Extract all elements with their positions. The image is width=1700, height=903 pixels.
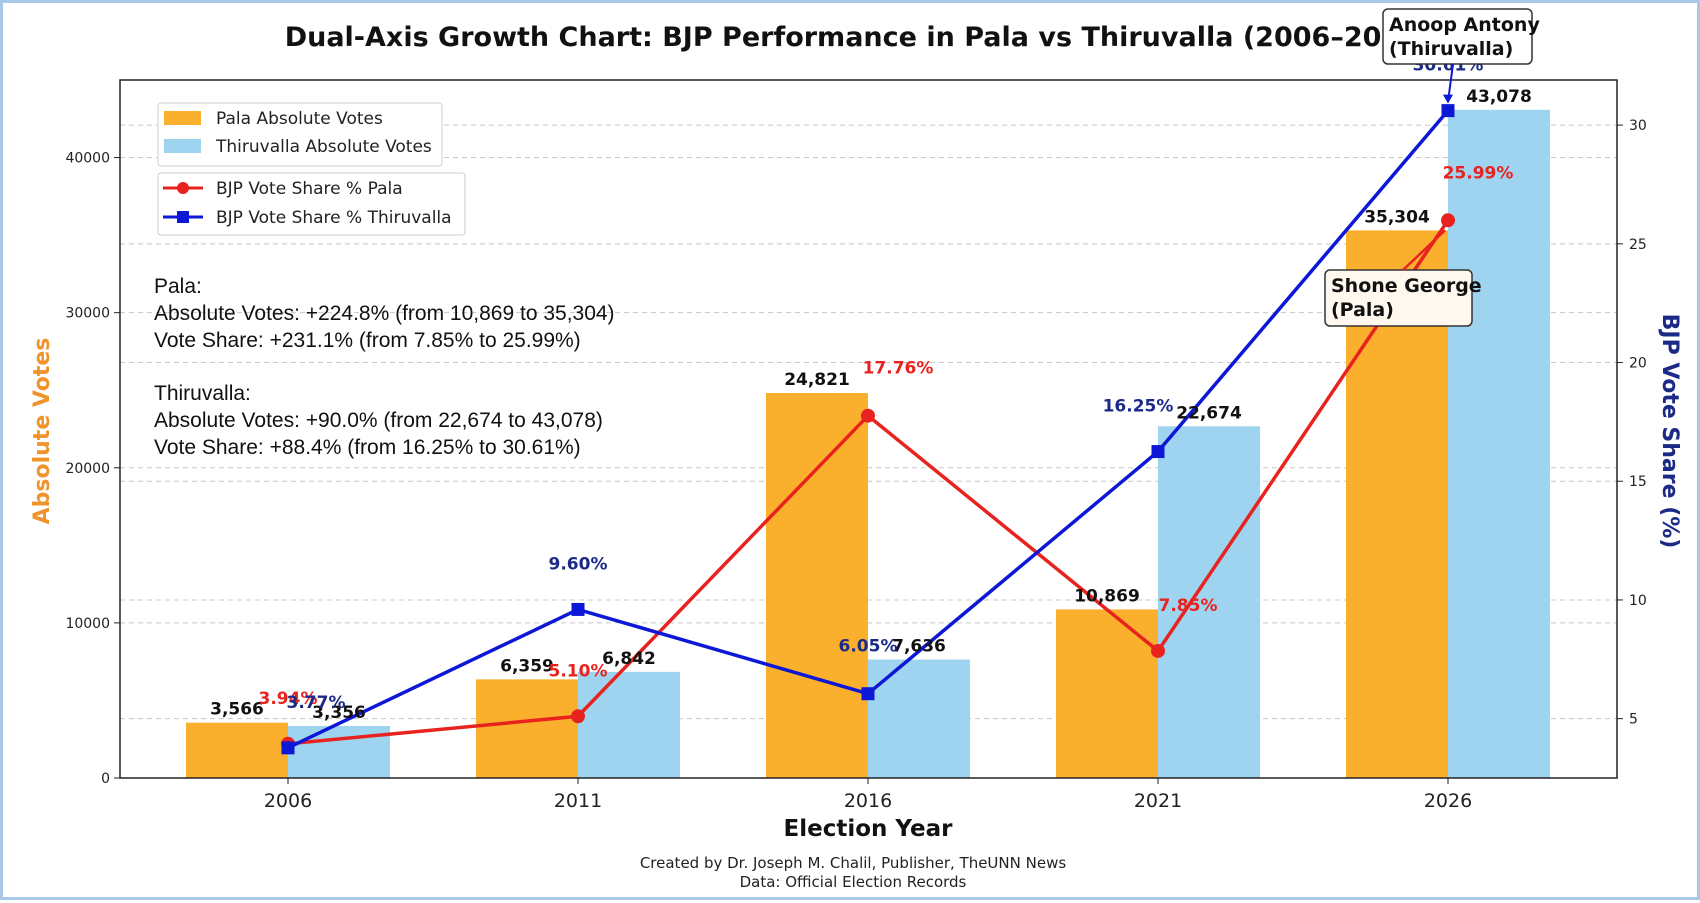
marker-thiruvalla-share-2016 (861, 687, 875, 701)
pct-label-thiruvalla-2011: 9.60% (549, 554, 608, 574)
summary-thiruvalla-heading: Thiruvalla: (154, 382, 251, 405)
legend-label-pala-share: BJP Vote Share % Pala (216, 179, 403, 199)
y-tick-right-label-1: 10 (1629, 593, 1647, 609)
chart-canvas: Dual-Axis Growth Chart: BJP Performance … (30, 8, 1682, 891)
legend-label-thiruvalla-votes: Thiruvalla Absolute Votes (215, 137, 432, 157)
summary-pala-heading: Pala: (154, 275, 202, 298)
y-tick-left-label-1: 10000 (65, 616, 110, 632)
marker-thiruvalla-share-2011 (571, 602, 585, 616)
marker-pala-share-2021 (1151, 643, 1165, 658)
y-tick-right-label-2: 15 (1629, 474, 1647, 490)
chart-title: Dual-Axis Growth Chart: BJP Performance … (285, 22, 1432, 53)
annotation-thiruvalla: Anoop Antony (Thiruvalla) (1382, 8, 1540, 65)
pct-label-thiruvalla-2021: 16.25% (1103, 397, 1174, 417)
annotation-thiruvalla-box (1382, 8, 1533, 65)
bar-value-label-thiruvalla-2026: 43,078 (1466, 87, 1532, 107)
y-tick-right-label-3: 20 (1629, 356, 1647, 372)
legend-swatch-pala-votes (164, 111, 201, 125)
footer-source: Data: Official Election Records (740, 873, 967, 891)
y-axis-label-left: Absolute Votes (30, 338, 55, 525)
y-tick-right-label-4: 25 (1629, 237, 1647, 253)
marker-pala-share-2016 (861, 408, 875, 423)
pct-label-thiruvalla-2006: 3.77% (287, 693, 346, 713)
bar-thiruvalla-2016 (868, 659, 970, 778)
bar-thiruvalla-2006 (288, 725, 390, 778)
y-axis-label-right: BJP Vote Share (%) (1657, 314, 1682, 549)
annotation-thiruvalla-line1: Anoop Antony (1389, 14, 1540, 36)
bar-pala-2021 (1056, 609, 1158, 778)
summary-pala-share: Vote Share: +231.1% (from 7.85% to 25.99… (154, 329, 581, 352)
summary-pala-votes: Absolute Votes: +224.8% (from 10,869 to … (154, 302, 615, 325)
x-tick-label-2026: 2026 (1424, 790, 1472, 812)
bar-thiruvalla-2026 (1448, 109, 1550, 778)
annotation-pala-box (1324, 269, 1473, 327)
legend-marker-thiruvalla-share (177, 211, 189, 223)
marker-pala-share-2026 (1441, 213, 1455, 228)
bar-thiruvalla-2021 (1158, 426, 1260, 778)
line-series (281, 104, 1455, 755)
legend-lines: BJP Vote Share % Pala BJP Vote Share % T… (157, 172, 466, 236)
x-tick-label-2006: 2006 (264, 790, 312, 812)
bar-value-label-pala-2026: 35,304 (1364, 207, 1430, 227)
y-tick-right-label-0: 5 (1629, 712, 1638, 728)
annotation-pala-arrow (1402, 229, 1446, 271)
pct-label-thiruvalla-2016: 6.05% (839, 637, 898, 657)
y-tick-right-label-5: 30 (1629, 118, 1647, 134)
pct-label-pala-2011: 5.10% (549, 661, 608, 681)
growth-summary: Pala: Absolute Votes: +224.8% (from 10,8… (154, 275, 615, 459)
bar-value-label-thiruvalla-2011: 6,842 (602, 649, 656, 669)
legend-swatch-thiruvalla-votes (164, 139, 201, 153)
annotation-pala-line2: (Pala) (1331, 299, 1394, 321)
annotation-arrows (1402, 63, 1454, 271)
marker-pala-share-2011 (571, 709, 585, 724)
bar-pala-2011 (476, 679, 578, 778)
x-tick-label-2011: 2011 (554, 790, 602, 812)
legend-marker-pala-share (177, 182, 189, 194)
annotation-pala: Shone George (Pala) (1324, 269, 1482, 327)
marker-thiruvalla-share-2021 (1151, 445, 1165, 459)
bar-pala-2016 (766, 392, 868, 778)
y-tick-left-label-4: 40000 (65, 151, 110, 167)
x-tick-label-2021: 2021 (1134, 790, 1182, 812)
axes: 0 10000 20000 30000 40000 5 10 15 20 25 30 2006 2011… (65, 79, 1647, 812)
bar-value-label-thiruvalla-2021: 22,674 (1176, 403, 1242, 423)
x-axis-label: Election Year (784, 816, 954, 842)
footer-credit: Created by Dr. Joseph M. Chalil, Publish… (640, 854, 1067, 872)
data-labels: 3,566 6,359 24,821 10,869 35,304 3,356 6,842 7,… (210, 56, 1532, 723)
legend-bars-box (157, 102, 443, 167)
pct-label-pala-2006: 3.94% (259, 689, 318, 709)
bar-pala-2006 (186, 722, 288, 778)
annotation-pala-line1: Shone George (1331, 275, 1482, 297)
bar-thiruvalla-2011 (578, 671, 680, 778)
bar-value-label-pala-2011: 6,359 (500, 656, 554, 676)
pct-label-pala-2016: 17.76% (863, 359, 934, 379)
legend-label-pala-votes: Pala Absolute Votes (216, 109, 383, 129)
summary-thiruvalla-share: Vote Share: +88.4% (from 16.25% to 30.61… (154, 436, 581, 459)
pct-label-pala-2026: 25.99% (1443, 163, 1514, 183)
legend-label-thiruvalla-share: BJP Vote Share % Thiruvalla (216, 208, 452, 228)
marker-thiruvalla-share-2006 (281, 741, 295, 755)
bar-value-label-thiruvalla-2016: 7,636 (892, 637, 946, 657)
pct-label-pala-2021: 7.85% (1159, 596, 1218, 616)
bar-value-label-pala-2016: 24,821 (784, 370, 850, 390)
bar-value-label-pala-2021: 10,869 (1074, 586, 1140, 606)
legend-bars: Pala Absolute Votes Thiruvalla Absolute … (157, 102, 443, 167)
x-tick-label-2016: 2016 (844, 790, 892, 812)
y-tick-left-label-0: 0 (101, 771, 110, 787)
y-tick-left-label-3: 30000 (65, 306, 110, 322)
bar-value-label-thiruvalla-2006: 3,356 (312, 703, 366, 723)
summary-thiruvalla-votes: Absolute Votes: +90.0% (from 22,674 to 4… (154, 409, 603, 432)
legend-lines-box (157, 172, 466, 236)
annotation-thiruvalla-line2: (Thiruvalla) (1389, 38, 1513, 60)
marker-thiruvalla-share-2026 (1441, 104, 1455, 118)
annotation-thiruvalla-arrowhead (1443, 94, 1453, 104)
y-tick-left-label-2: 20000 (65, 461, 110, 477)
bar-value-label-pala-2006: 3,566 (210, 700, 264, 720)
